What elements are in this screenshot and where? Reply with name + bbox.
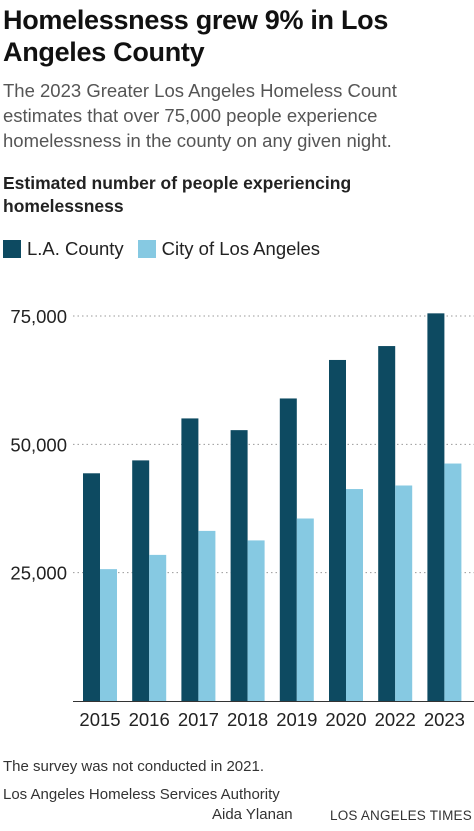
bar-city-la (100, 569, 117, 701)
credit: Aida Ylanan (212, 806, 293, 823)
y-tick-label: 25,000 (10, 563, 67, 584)
bar-la-county (427, 313, 445, 701)
bar-city-la (346, 489, 363, 701)
bar-la-county (329, 359, 346, 701)
x-tick-label: 2019 (276, 709, 317, 730)
bar-city-la (198, 530, 216, 701)
chart-subtitle: The 2023 Greater Los Angeles Homeless Co… (3, 80, 397, 151)
legend-label-la-county: L.A. County (27, 238, 124, 259)
bar-city-la (395, 485, 413, 701)
bar-la-county (181, 418, 199, 701)
publisher-logo: LOS ANGELES TIMES (330, 808, 472, 823)
source: Los Angeles Homeless Services Authority (3, 786, 280, 803)
bar-city-la (444, 463, 462, 701)
x-tick-label: 2016 (129, 709, 170, 730)
legend-label-city-la: City of Los Angeles (161, 238, 321, 259)
legend-swatch-city-la (137, 240, 156, 258)
y-tick-label: 50,000 (10, 434, 67, 455)
bar-la-county (378, 346, 396, 701)
bar-chart: 25,000 50,000 75,000 2015 2016 2017 2018 2019 20… (10, 306, 474, 730)
x-tick-label: 2022 (375, 709, 416, 730)
chart-heading: Estimated number of people experiencing … (3, 173, 352, 216)
footnote: The survey was not conducted in 2021. (3, 758, 264, 775)
bar-la-county (132, 460, 150, 701)
x-tick-label: 2017 (178, 709, 219, 730)
x-tick-label: 2018 (227, 709, 268, 730)
bar-city-la (247, 540, 265, 701)
legend-item-la-county: L.A. County (3, 238, 124, 260)
x-tick-label: 2023 (424, 709, 465, 730)
bar-city-la (296, 518, 314, 701)
bar-la-county (230, 430, 248, 701)
bar-la-county (83, 473, 100, 701)
bar-city-la (149, 554, 167, 701)
x-tick-label: 2020 (325, 709, 366, 730)
y-tick-label: 75,000 (10, 306, 67, 327)
bar-la-county (279, 398, 297, 701)
x-tick-label: 2015 (79, 709, 120, 730)
legend-item-city-la: City of Los Angeles (137, 238, 321, 260)
legend: L.A. County City of Los Angeles (3, 237, 334, 261)
legend-swatch-la-county (3, 240, 21, 258)
chart-title: Homelessness grew 9% in Los Angeles Coun… (3, 5, 389, 67)
